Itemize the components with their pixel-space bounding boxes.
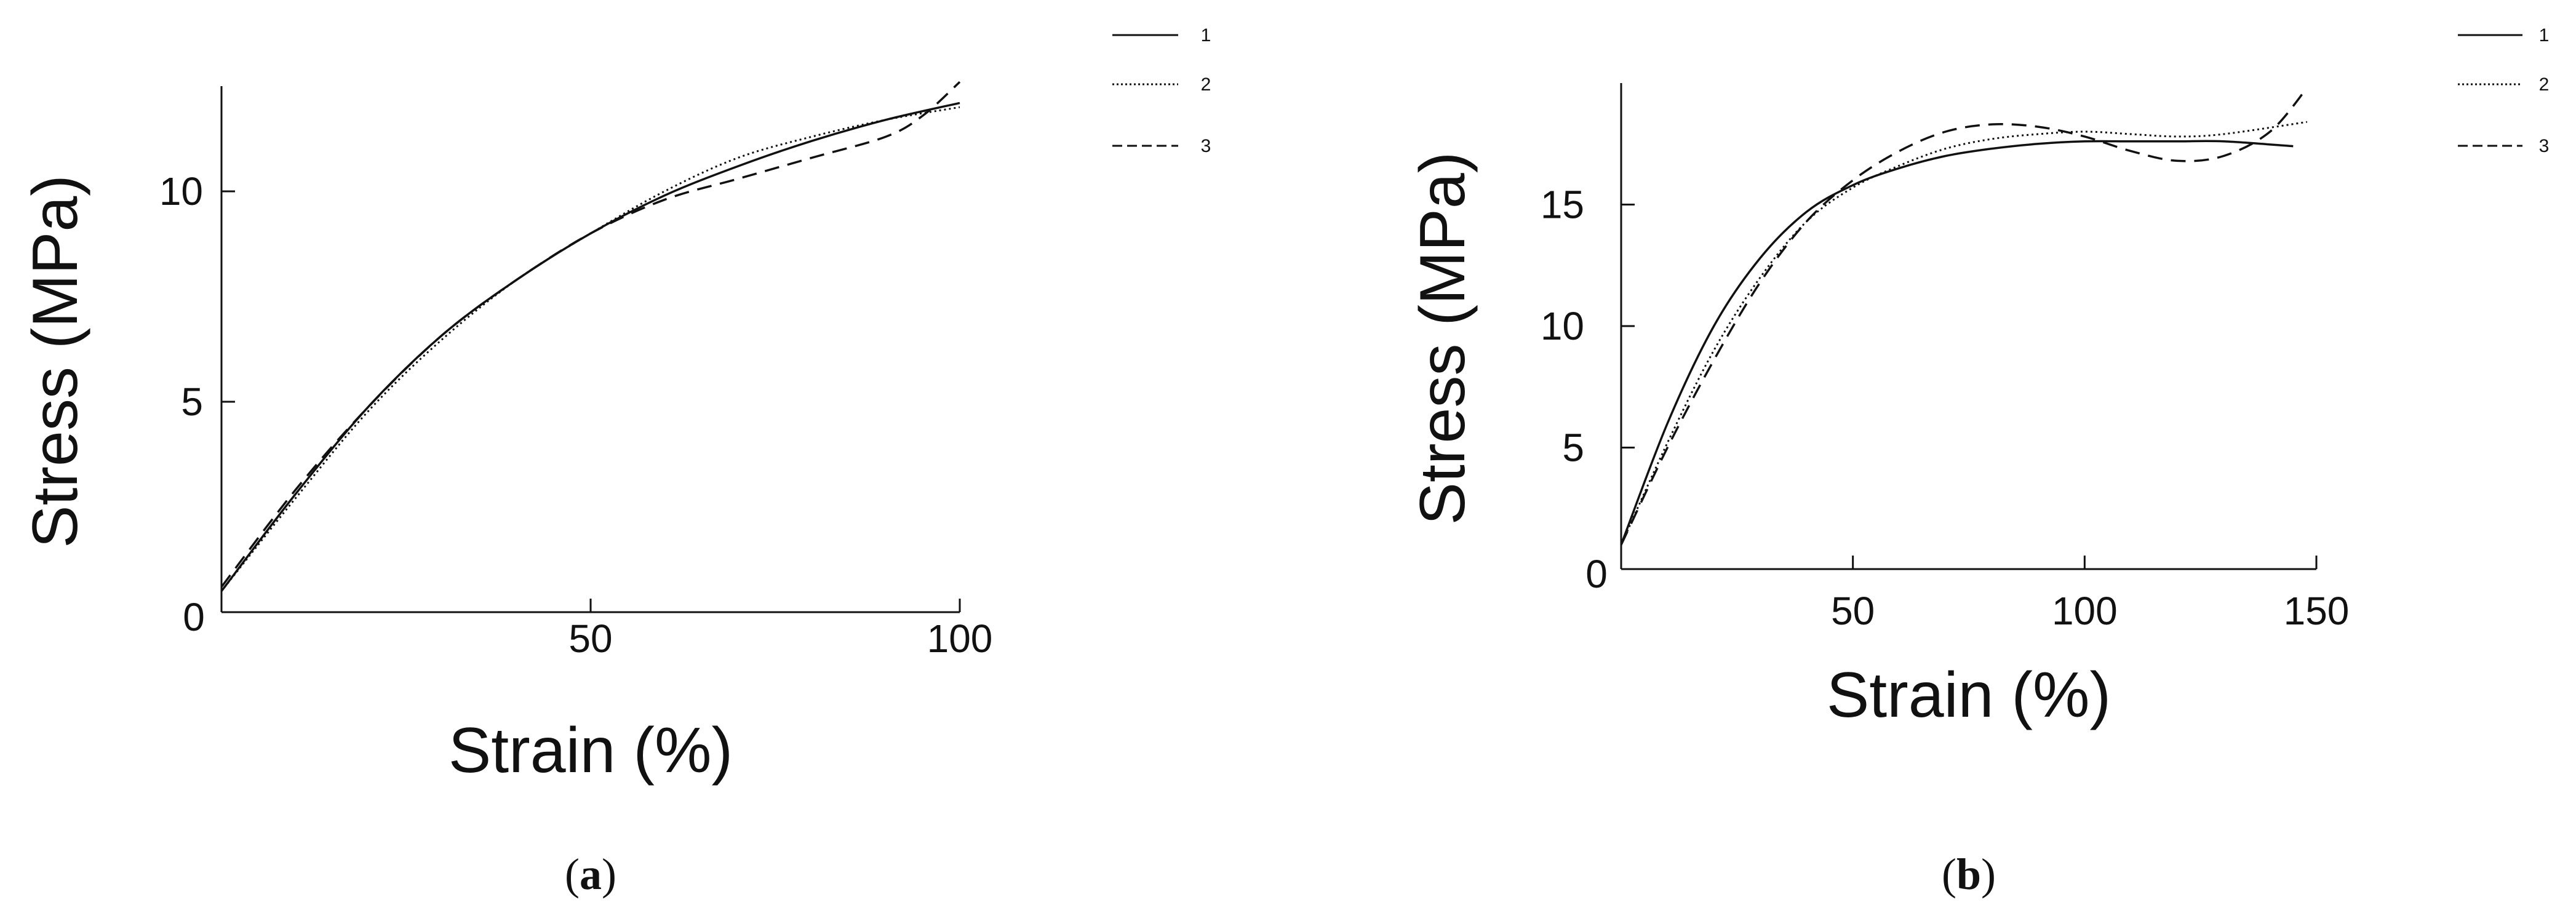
origin-label: 0 bbox=[1585, 552, 1608, 596]
series-line-2 bbox=[220, 106, 960, 592]
x-tick-label: 100 bbox=[2052, 589, 2118, 633]
origin-label: 0 bbox=[183, 595, 205, 639]
panel-label: (a) bbox=[565, 850, 616, 899]
legend-label-3: 3 bbox=[1201, 136, 1211, 156]
legend-label-2: 2 bbox=[2539, 74, 2550, 95]
panel-label-letter: b bbox=[1956, 850, 1981, 899]
x-tick-label: 50 bbox=[1831, 589, 1875, 633]
legend-label-1: 1 bbox=[2539, 25, 2550, 46]
panel-label-open: ( bbox=[1942, 850, 1956, 899]
x-axis-title: Strain (%) bbox=[449, 715, 733, 786]
panel-label: (b) bbox=[1942, 850, 1996, 899]
panel-label-close: ) bbox=[602, 850, 616, 899]
y-axis-title: Stress (MPa) bbox=[1407, 152, 1478, 525]
series-line-1 bbox=[1620, 140, 2294, 546]
x-tick-label: 50 bbox=[568, 616, 612, 661]
series-line-3 bbox=[1620, 87, 2308, 546]
y-tick-label: 5 bbox=[181, 380, 203, 424]
y-axis-title: Stress (MPa) bbox=[20, 175, 91, 548]
legend-label-1: 1 bbox=[1201, 25, 1211, 46]
legend-label-3: 3 bbox=[2539, 136, 2550, 156]
legend-label-2: 2 bbox=[1201, 74, 1211, 95]
y-tick-label: 5 bbox=[1562, 426, 1584, 470]
panel-label-open: ( bbox=[565, 850, 580, 899]
series-line-2 bbox=[1620, 121, 2308, 546]
x-axis-title: Strain (%) bbox=[1827, 660, 2111, 731]
y-tick-label: 10 bbox=[1541, 304, 1584, 348]
y-tick-label: 10 bbox=[159, 169, 203, 213]
series-line-1 bbox=[220, 102, 960, 592]
x-tick-label: 150 bbox=[2284, 589, 2350, 633]
panel-label-letter: a bbox=[580, 850, 602, 899]
y-tick-label: 15 bbox=[1541, 183, 1584, 227]
panel-label-close: ) bbox=[1981, 850, 1996, 899]
x-tick-label: 100 bbox=[927, 616, 993, 661]
series-line-3 bbox=[220, 81, 961, 588]
